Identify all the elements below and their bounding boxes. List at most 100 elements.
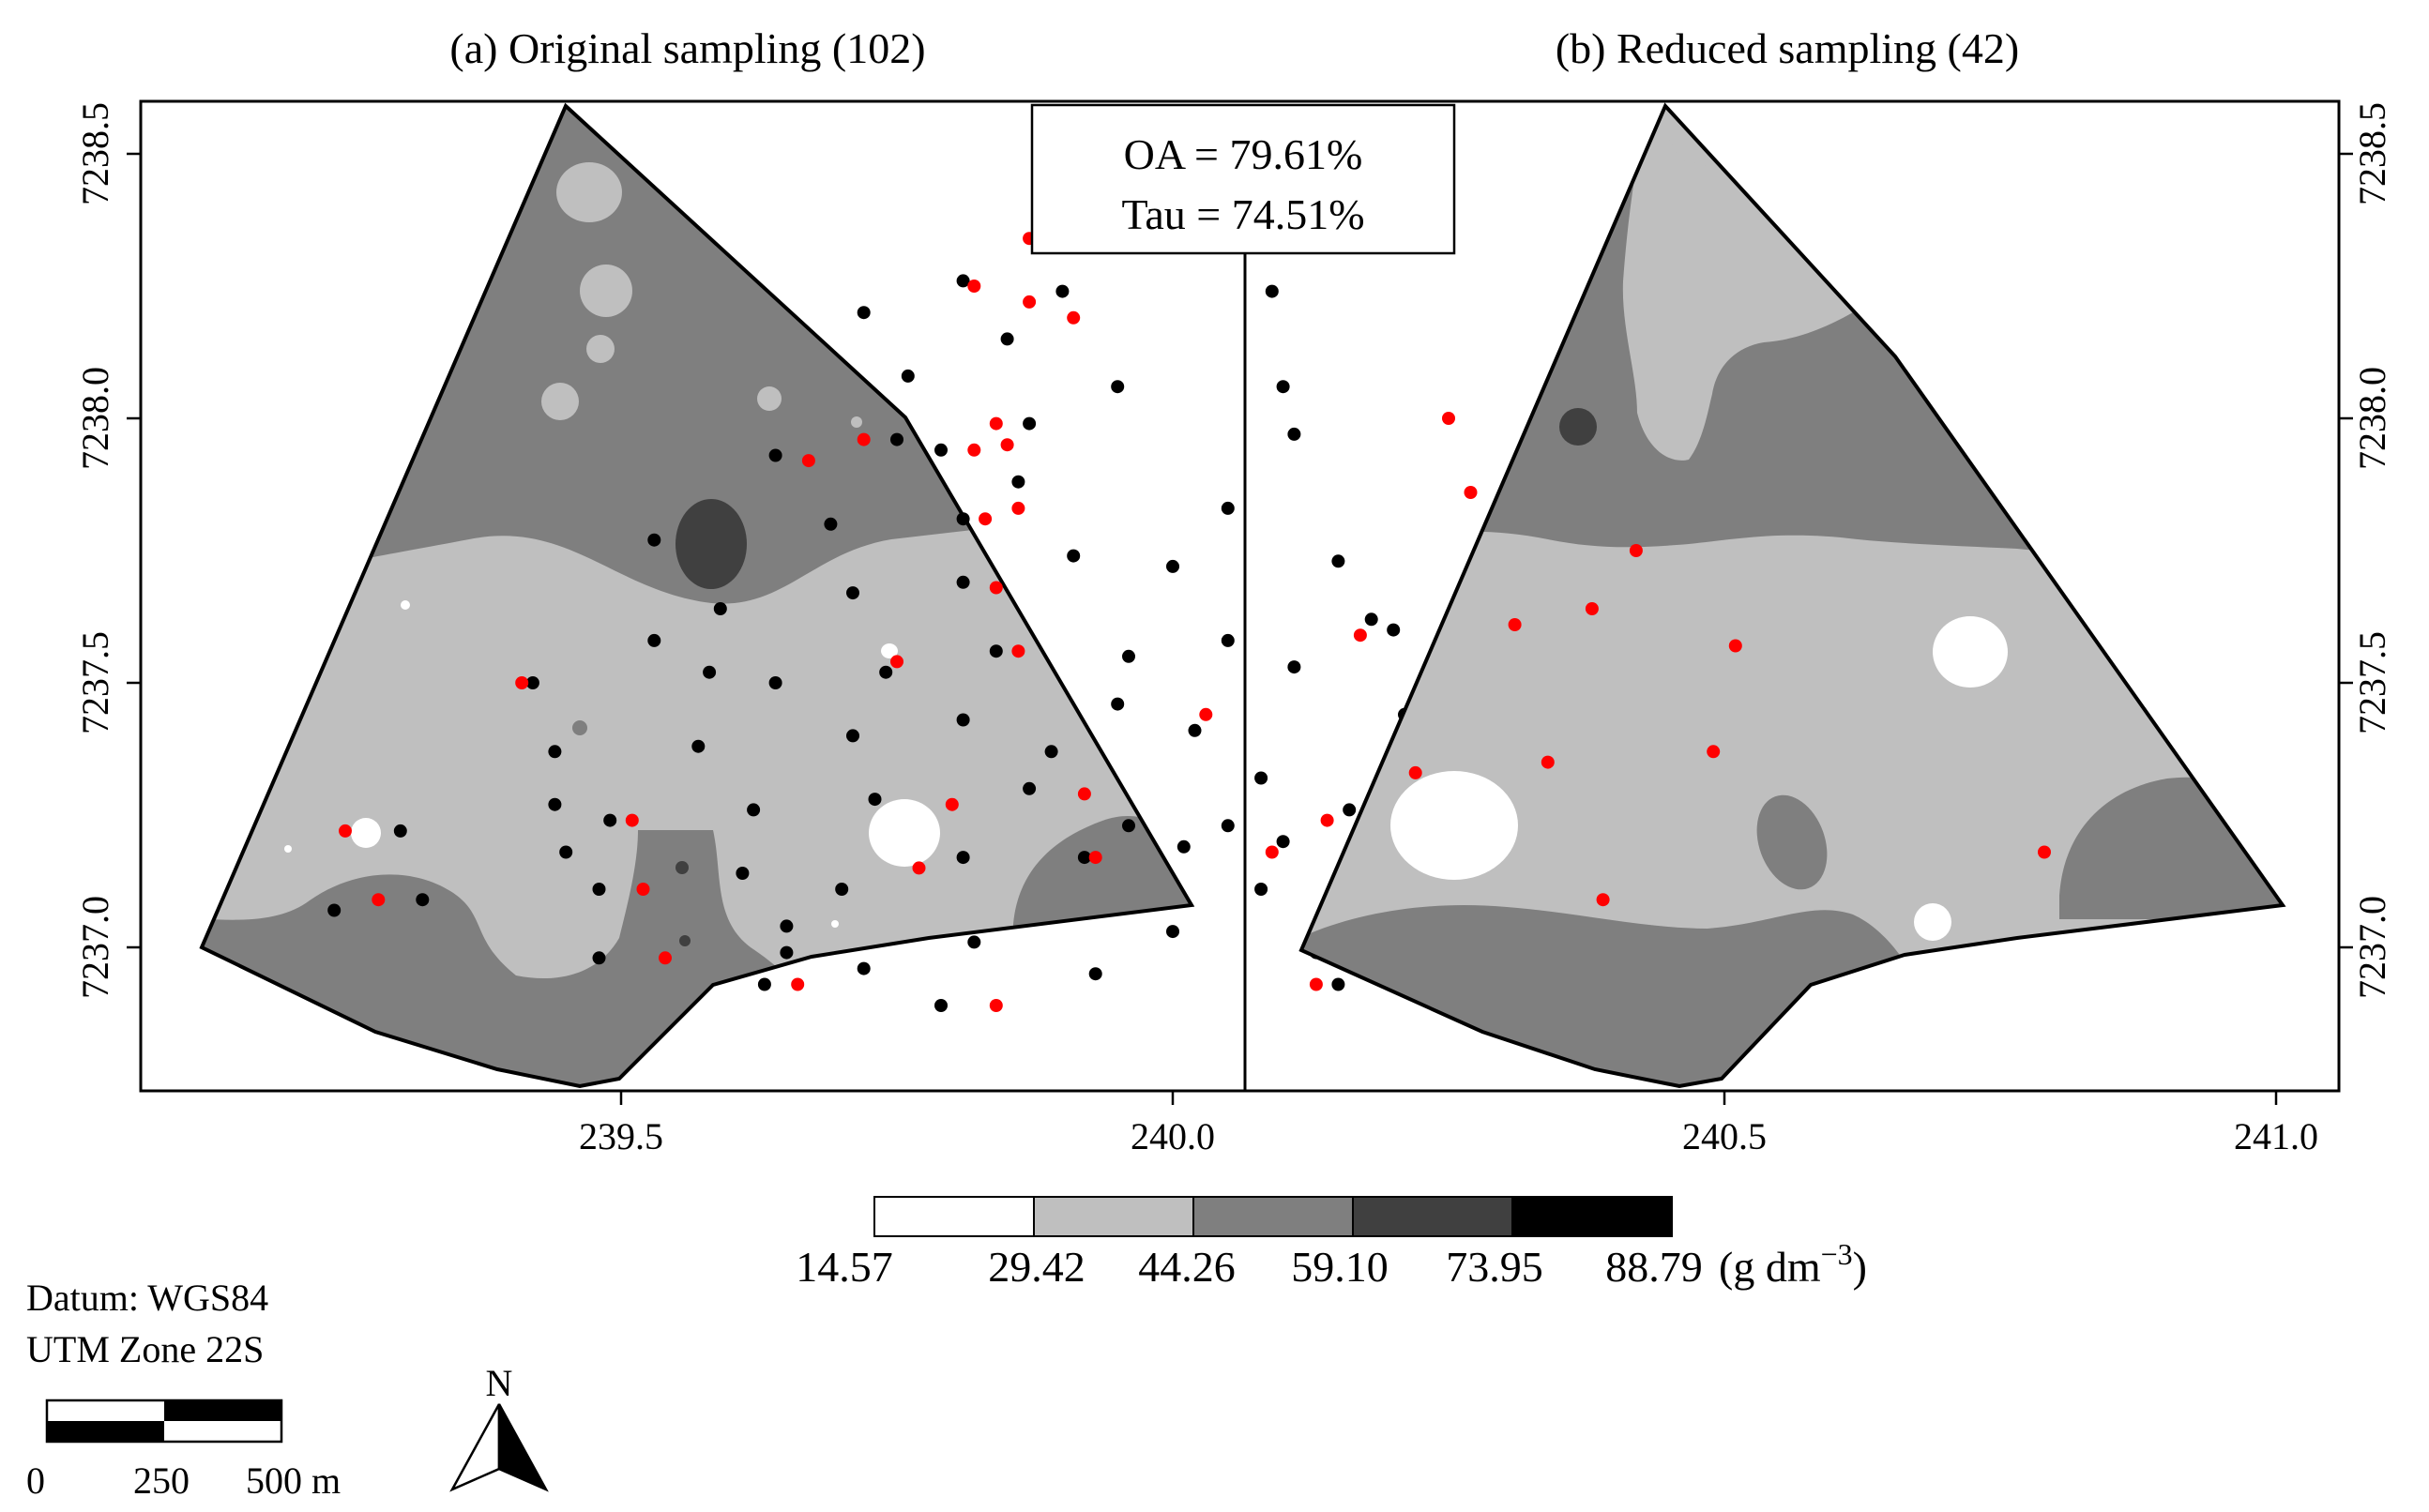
legend-unit-base: (g dm [1719, 1243, 1821, 1291]
sample-point [659, 951, 672, 965]
sample-point [1122, 649, 1135, 663]
panel-b-field-boundary [1298, 102, 2286, 1089]
legend-unit-close: ) [1853, 1243, 1867, 1291]
sample-point [934, 443, 948, 457]
sample-point [1111, 380, 1125, 394]
x-tick-label: 239.5 [579, 1115, 663, 1157]
legend-swatch-4 [1352, 1196, 1513, 1237]
sample-point [1320, 813, 1334, 827]
sample-point [1442, 412, 1455, 425]
sample-point [1011, 475, 1025, 489]
panel-b-sample-points [339, 232, 2051, 1012]
sample-point [757, 977, 771, 991]
sample-point [703, 665, 717, 679]
sample-point [1011, 501, 1025, 515]
sample-point [956, 851, 970, 865]
sample-point [416, 893, 430, 907]
sample-point [625, 813, 639, 827]
sample-point [515, 676, 529, 689]
y-axis-left: 7237.0 7237.5 7238.0 7238.5 [74, 102, 141, 999]
x-tick-1: 239.5 [579, 1091, 663, 1157]
sample-point [989, 999, 1003, 1012]
sample-point [901, 369, 915, 383]
legend-swatch-2 [1033, 1196, 1194, 1237]
sample-point [1343, 803, 1357, 817]
scale-bar: 0 250 500 m [26, 1399, 341, 1502]
sample-point [1088, 851, 1102, 865]
north-label: N [486, 1362, 513, 1404]
legend-break-label: 44.26 [1138, 1243, 1236, 1291]
sample-point [559, 845, 573, 859]
sample-point [1077, 851, 1091, 865]
sample-point [791, 977, 805, 991]
sample-point [1221, 633, 1235, 647]
sample-point [1055, 284, 1070, 298]
sample-point [548, 745, 562, 759]
sample-point [1331, 554, 1345, 568]
sample-point [1707, 745, 1721, 759]
sample-point [1508, 618, 1522, 631]
sample-point [1067, 549, 1081, 563]
sample-point [1023, 781, 1037, 795]
sample-point [1000, 332, 1014, 346]
sample-point [890, 432, 903, 446]
sample-point [1728, 639, 1742, 653]
stats-box: OA = 79.61% Tau = 74.51% [1030, 103, 1456, 255]
sample-point [691, 739, 706, 753]
datum-label: Datum: WGS84 [26, 1277, 268, 1319]
sample-point [824, 517, 838, 531]
sample-point [1464, 486, 1478, 499]
sample-point [868, 793, 882, 807]
x-tick-label: 240.0 [1131, 1115, 1215, 1157]
x-tick-2: 240.0 [1131, 1091, 1215, 1157]
legend-unit: (g dm−3) [1719, 1237, 1867, 1291]
scale-label-500: 500 m [246, 1459, 341, 1502]
sample-point [1387, 623, 1401, 637]
y-tick-3: 7238.0 [2339, 367, 2393, 470]
sample-point [967, 935, 981, 949]
sample-point [956, 713, 970, 727]
y-tick-label: 7238.0 [74, 367, 116, 470]
sample-point [1265, 284, 1279, 298]
sample-point [1221, 819, 1235, 833]
y-tick-1: 7237.0 [74, 896, 141, 999]
y-tick-2: 7237.5 [74, 631, 141, 734]
sample-point [647, 533, 661, 547]
legend-unit-exponent: −3 [1821, 1237, 1853, 1271]
y-tick-label: 7237.0 [74, 896, 116, 999]
y-tick-4: 7238.5 [2339, 102, 2393, 205]
x-tick-3: 240.5 [1682, 1091, 1767, 1157]
sample-point [548, 797, 562, 811]
sample-point [1254, 883, 1268, 896]
legend-swatch-1 [873, 1196, 1035, 1237]
sample-point [1331, 977, 1345, 991]
sample-point [1023, 416, 1037, 431]
sample-point [989, 581, 1003, 595]
sample-point [1541, 755, 1555, 769]
panel-b-title: (b) Reduced sampling (42) [1556, 24, 2019, 72]
legend-break-label: 59.10 [1291, 1243, 1389, 1291]
y-tick-2: 7237.5 [2339, 631, 2393, 734]
y-tick-label: 7237.5 [2351, 631, 2393, 734]
sample-point [1287, 660, 1301, 674]
sample-point [592, 883, 606, 896]
panel-a-field-boundary [199, 102, 1195, 1089]
sample-point [780, 945, 794, 960]
sample-point [1088, 967, 1102, 981]
utm-zone-label: UTM Zone 22S [26, 1328, 264, 1370]
legend-break-label: 14.57 [796, 1243, 893, 1291]
sample-point [956, 575, 970, 589]
sample-point [1629, 544, 1643, 557]
y-tick-label: 7238.0 [2351, 367, 2393, 470]
sample-point [713, 602, 727, 615]
sample-point [327, 903, 342, 917]
sample-point [989, 416, 1003, 431]
sample-point [1254, 771, 1268, 785]
sample-point [1309, 977, 1323, 991]
y-tick-1: 7237.0 [2339, 896, 2393, 999]
sample-point [846, 586, 859, 600]
sample-point [1199, 707, 1213, 721]
legend-swatch-3 [1192, 1196, 1354, 1237]
tau-label: Tau = 74.51% [1121, 190, 1364, 238]
sample-point [372, 893, 386, 907]
